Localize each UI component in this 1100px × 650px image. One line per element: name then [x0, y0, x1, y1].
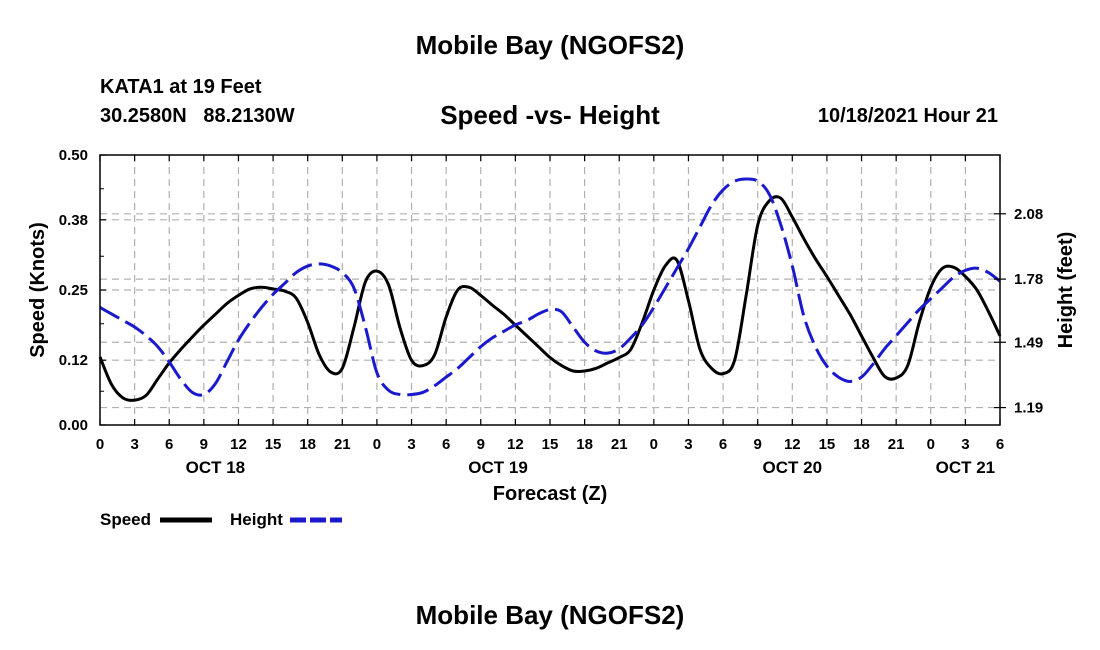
x-tick-label: 18 — [853, 436, 870, 453]
chart-title: Mobile Bay (NGOFS2) — [415, 30, 685, 60]
x-tick-label: 6 — [996, 436, 1004, 453]
y2-tick-label: 1.78 — [1014, 271, 1043, 288]
x-tick-label: 12 — [784, 436, 801, 453]
x-tick-label: 9 — [200, 436, 208, 453]
forecast-datetime: 10/18/2021 Hour 21 — [817, 105, 998, 127]
y-tick-label: 0.38 — [59, 212, 88, 229]
x-tick-label: 0 — [373, 436, 381, 453]
y2-tick-label: 1.49 — [1014, 334, 1043, 351]
x-tick-label: 21 — [611, 436, 628, 453]
series-layer — [98, 177, 1002, 402]
x-tick-label: 0 — [96, 436, 104, 453]
y-tick-label: 0.25 — [59, 282, 88, 299]
coordinates-label: 30.2580N 88.2130W — [100, 105, 295, 127]
x-tick-label: 15 — [265, 436, 282, 453]
day-label: OCT 20 — [763, 458, 823, 477]
x-tick-label: 21 — [888, 436, 905, 453]
x-tick-label: 3 — [684, 436, 692, 453]
x-tick-label: 3 — [130, 436, 138, 453]
y-tick-label: 0.12 — [59, 352, 88, 369]
x-tick-label: 21 — [334, 436, 351, 453]
y2-axis-title: Height (feet) — [1055, 232, 1077, 349]
x-tick-label: 12 — [507, 436, 524, 453]
label-layer: 0 3 6 9 12 15 18 21 0 3 6 9 12 15 18 21 0 3 6 9 12 15 18 21 0 3 6O… — [59, 147, 1043, 477]
y2-tick-label: 1.19 — [1014, 400, 1043, 417]
x-tick-label: 18 — [576, 436, 593, 453]
chart-subtitle: Speed -vs- Height — [440, 100, 660, 130]
series-line-speed — [98, 195, 1002, 402]
x-tick-label: 0 — [650, 436, 658, 453]
x-tick-label: 0 — [927, 436, 935, 453]
x-tick-label: 6 — [719, 436, 727, 453]
x-tick-label: 3 — [407, 436, 415, 453]
x-tick-label: 6 — [442, 436, 450, 453]
x-axis-title: Forecast (Z) — [493, 483, 607, 505]
x-tick-label: 3 — [961, 436, 969, 453]
station-label: KATA1 at 19 Feet — [100, 76, 262, 98]
legend: Speed Height — [100, 510, 342, 529]
x-tick-label: 9 — [754, 436, 762, 453]
y-tick-label: 0.50 — [59, 147, 88, 164]
y-axis-title: Speed (Knots) — [27, 222, 49, 358]
x-tick-label: 18 — [299, 436, 316, 453]
series-line-height — [99, 177, 1001, 397]
grid-layer — [100, 155, 1000, 425]
x-tick-label: 15 — [819, 436, 836, 453]
tick-layer — [99, 154, 1006, 426]
y2-tick-label: 2.08 — [1014, 206, 1043, 223]
day-label: OCT 18 — [186, 458, 246, 477]
x-tick-label: 15 — [542, 436, 559, 453]
legend-label-speed: Speed — [100, 510, 151, 529]
x-tick-label: 6 — [165, 436, 173, 453]
y-tick-label: 0.00 — [59, 417, 88, 434]
day-label: OCT 19 — [468, 458, 528, 477]
x-tick-label: 9 — [477, 436, 485, 453]
footer-chart-title: Mobile Bay (NGOFS2) — [415, 600, 685, 630]
x-tick-label: 12 — [230, 436, 247, 453]
day-label: OCT 21 — [936, 458, 996, 477]
legend-label-height: Height — [230, 510, 283, 529]
